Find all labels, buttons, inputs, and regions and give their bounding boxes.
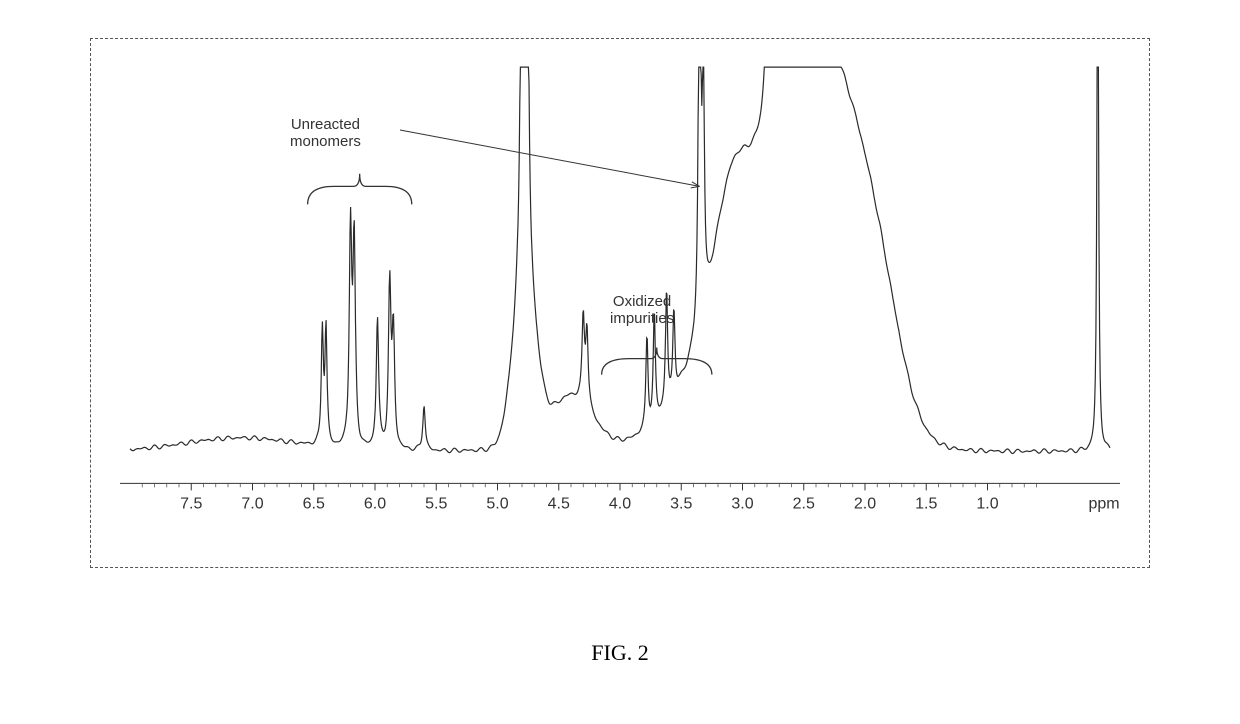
spectrum-trace bbox=[130, 67, 1110, 453]
x-tick-label: 4.0 bbox=[609, 495, 631, 512]
x-tick-label: 2.5 bbox=[793, 495, 815, 512]
annotation-brace bbox=[308, 174, 412, 205]
x-tick-label: 7.0 bbox=[241, 495, 263, 512]
annotation-unreacted: Unreacted monomers bbox=[290, 116, 361, 151]
x-tick-label: 3.5 bbox=[670, 495, 692, 512]
x-axis-unit: ppm bbox=[1088, 495, 1119, 512]
annotation-oxidized: Oxidized impurities bbox=[610, 293, 674, 328]
nmr-figure: 7.5 7.0 6.5 6.0 5.5 5.0 4.5 4.0 3.5 3.0 2.5 2.0 1.5 1… bbox=[90, 38, 1150, 568]
x-tick-label: 5.5 bbox=[425, 495, 447, 512]
x-tick-label: 4.5 bbox=[548, 495, 570, 512]
figure-caption: FIG. 2 bbox=[0, 640, 1240, 666]
annotation-brace bbox=[602, 347, 712, 374]
x-tick-label: 1.5 bbox=[915, 495, 937, 512]
x-tick-label: 1.0 bbox=[976, 495, 998, 512]
x-tick-label: 6.5 bbox=[303, 495, 325, 512]
x-tick-label: 7.5 bbox=[180, 495, 202, 512]
annotation-arrow bbox=[400, 130, 700, 186]
x-tick-label: 6.0 bbox=[364, 495, 386, 512]
x-tick-label: 5.0 bbox=[486, 495, 508, 512]
x-tick-label: 2.0 bbox=[854, 495, 876, 512]
x-tick-label: 3.0 bbox=[731, 495, 753, 512]
